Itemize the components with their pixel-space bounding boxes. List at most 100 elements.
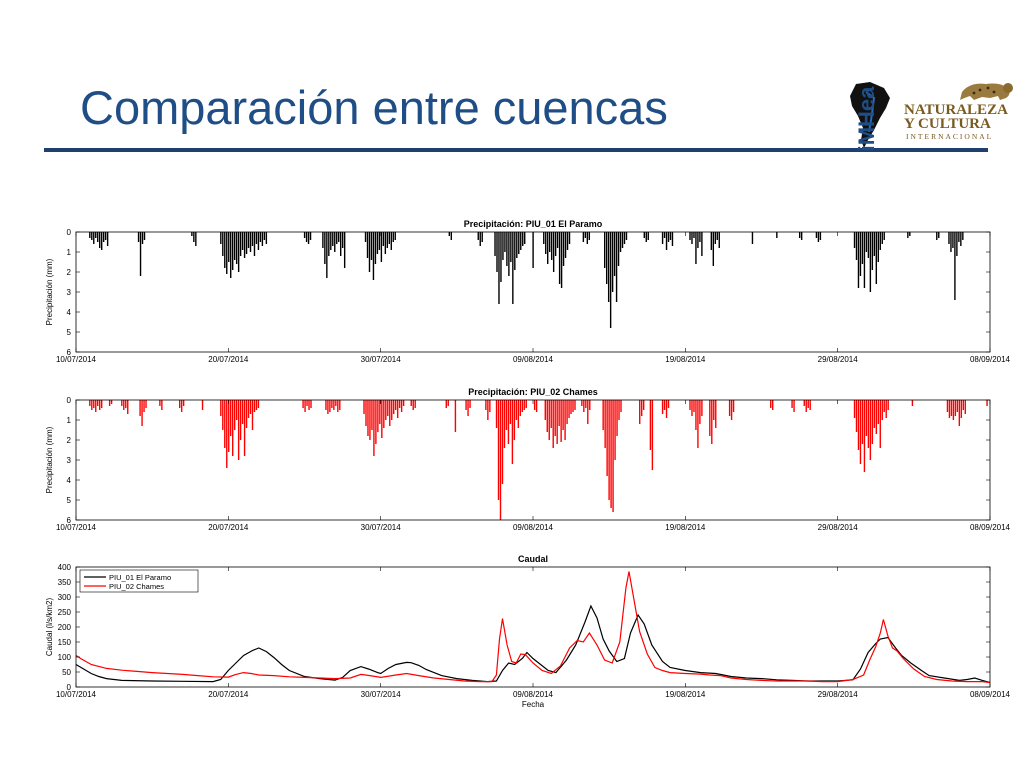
precip-bar [97, 232, 99, 242]
precip-bar [141, 400, 143, 426]
precip-bar [950, 400, 953, 416]
precip-bar [606, 400, 608, 476]
precip-bar [695, 232, 697, 264]
precip-bar [611, 232, 614, 292]
precip-bar [614, 400, 616, 460]
precip-bar [224, 232, 226, 268]
precip-bar [388, 232, 390, 244]
precip-bar [324, 232, 326, 264]
precip-bar [372, 232, 375, 280]
precip-bar [327, 400, 329, 414]
precip-bar [340, 232, 342, 256]
precip-bar [867, 400, 870, 448]
precip-bar [391, 400, 393, 420]
precip-bar [222, 232, 224, 256]
precip-bar [497, 400, 500, 500]
precip-bar [728, 400, 731, 416]
y-tick-label: 0 [67, 228, 72, 237]
precip-bar [228, 232, 230, 262]
precip-bar [770, 400, 772, 408]
precip-bar [414, 400, 416, 408]
precip-bar [865, 232, 868, 252]
x-tick-label: 08/09/2014 [970, 523, 1011, 532]
precip-bar [310, 400, 312, 408]
precip-bar [803, 400, 805, 406]
precip-bar [93, 232, 95, 244]
x-tick-label: 30/07/2014 [361, 355, 402, 364]
precip-bar [697, 400, 699, 448]
precip-bar [871, 232, 874, 270]
precip-bar [159, 400, 161, 406]
x-tick-label: 08/09/2014 [970, 355, 1011, 364]
precip-bar [377, 400, 379, 432]
precip-bar [512, 232, 514, 304]
x-tick-label: 20/07/2014 [208, 690, 249, 699]
precip-bar [544, 400, 546, 420]
precip-bar [875, 400, 878, 434]
precip-bar [375, 400, 377, 444]
precip-bar [711, 400, 713, 444]
precip-bar [139, 232, 142, 276]
precip-bar [873, 232, 876, 256]
precip-bar [253, 232, 256, 256]
precip-bar [369, 400, 371, 440]
precip-bar [548, 400, 550, 440]
x-tick-label: 30/07/2014 [361, 523, 402, 532]
precip-bar [581, 400, 583, 406]
precip-bar [572, 400, 574, 412]
precip-bar [986, 400, 988, 406]
precip-bar [952, 232, 954, 248]
precip-bar [566, 232, 569, 250]
precip-bar [960, 400, 963, 418]
precip-bar [710, 232, 713, 250]
precip-bar [224, 400, 226, 448]
precip-bar [667, 232, 670, 242]
precip-bar [454, 400, 457, 432]
precip-bar [689, 400, 691, 410]
precip-bar [871, 400, 874, 444]
legend-box [79, 569, 199, 593]
precip-bar [663, 232, 666, 238]
precip-bar [869, 232, 872, 292]
precip-bar [500, 232, 502, 282]
precip-bar [730, 400, 733, 420]
precip-bar [619, 232, 622, 252]
precip-bar [339, 400, 341, 410]
precip-bar [237, 232, 240, 272]
plot-frame [75, 399, 991, 521]
precip-bar [485, 400, 487, 410]
precip-bar [712, 232, 715, 266]
precip-bar [641, 400, 643, 416]
precip-bar [495, 400, 498, 428]
y-axis-label: Caudal (l/s/km2) [45, 598, 54, 657]
precip-bar [304, 400, 306, 412]
precip-bar [201, 400, 204, 410]
precip-bar [661, 232, 664, 244]
y-tick-label: 0 [67, 683, 72, 692]
precip-bar [251, 232, 254, 246]
precip-bar [89, 400, 91, 406]
precip-bar [445, 400, 447, 408]
precip-bar [562, 400, 564, 430]
precip-bar [245, 400, 248, 428]
precip-bar [143, 400, 145, 412]
precip-bar [99, 232, 101, 248]
x-tick-label: 19/08/2014 [665, 355, 706, 364]
precip-bar [220, 232, 222, 244]
precip-bar [253, 400, 256, 412]
precip-bar [389, 400, 391, 426]
precip-bar [859, 400, 862, 464]
precip-bar [885, 400, 887, 418]
precip-bar [513, 400, 516, 440]
precip-bar [263, 232, 266, 240]
precip-bar [127, 400, 129, 414]
precip-bar [958, 400, 961, 426]
precip-bar [364, 232, 367, 242]
precip-bar [695, 400, 697, 430]
precip-bar [309, 232, 312, 240]
precip-bar [506, 232, 508, 266]
precip-bar [518, 232, 520, 254]
precip-bar [226, 232, 228, 274]
precip-bar [520, 232, 522, 250]
